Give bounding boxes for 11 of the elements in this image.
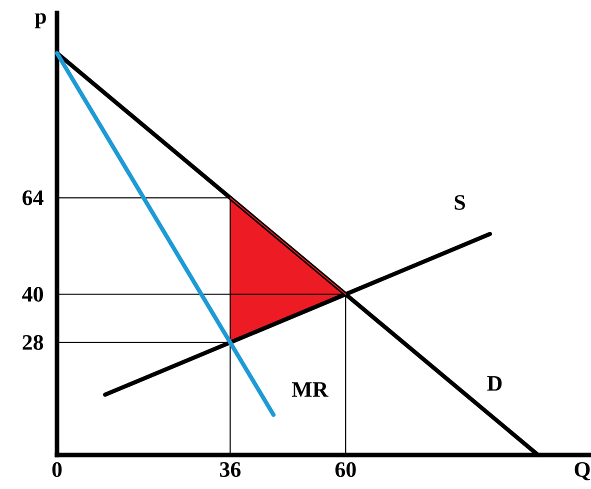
y-axis-title: p xyxy=(34,13,46,28)
series-label: MR xyxy=(292,382,328,397)
x-axis-title: Q xyxy=(574,462,590,480)
series-label: D xyxy=(487,376,502,391)
series-label: S xyxy=(454,195,465,210)
y-tick-label: 28 xyxy=(22,335,44,350)
x-tick-label: 36 xyxy=(220,462,241,477)
y-tick-label: 64 xyxy=(22,190,44,206)
y-tick-label: 40 xyxy=(22,286,43,302)
x-tick-label: 0 xyxy=(52,462,62,478)
x-tick-label: 60 xyxy=(335,462,356,478)
